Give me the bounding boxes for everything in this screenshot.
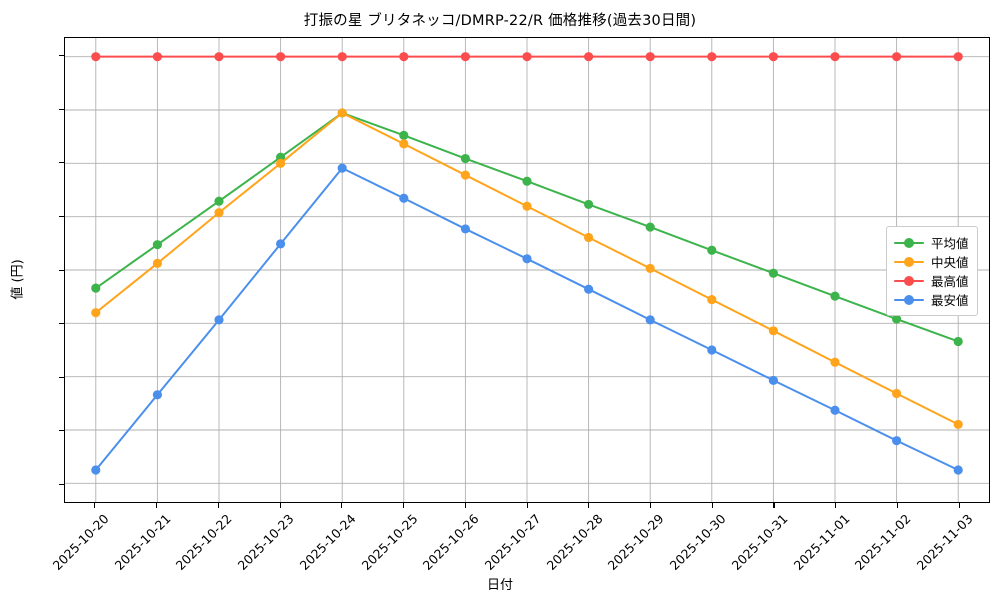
data-point-marker <box>584 52 594 62</box>
data-point-marker <box>460 153 470 164</box>
x-axis-tick-mark <box>649 503 652 508</box>
data-point-marker <box>953 336 963 347</box>
data-point-marker <box>337 163 347 173</box>
x-axis-tick-mark <box>156 503 158 508</box>
legend-swatch-icon <box>894 293 924 307</box>
x-axis-tick-mark <box>341 503 343 508</box>
data-point-marker <box>645 263 655 273</box>
data-point-marker <box>768 268 778 278</box>
data-point-marker <box>707 295 717 305</box>
x-axis-tick-mark <box>94 503 96 508</box>
data-point-marker <box>892 314 902 324</box>
data-point-marker <box>460 224 470 234</box>
x-axis-tick-mark <box>526 503 528 508</box>
data-point-marker <box>768 326 778 336</box>
data-point-marker <box>214 315 224 325</box>
legend-label: 平均値 <box>931 236 969 251</box>
data-point-marker <box>91 283 101 293</box>
data-point-marker <box>522 254 532 264</box>
x-axis-tick-mark <box>711 503 713 508</box>
data-point-marker <box>584 232 594 243</box>
data-point-marker <box>460 170 470 180</box>
data-point-marker <box>152 390 162 400</box>
data-point-marker <box>152 52 162 62</box>
x-axis-tick-mark <box>896 503 898 508</box>
data-point-marker <box>460 52 470 62</box>
data-point-marker <box>276 239 286 249</box>
data-series-layer <box>91 52 963 475</box>
data-point-marker <box>214 52 224 62</box>
data-point-marker <box>953 419 963 429</box>
legend-swatch-icon <box>894 236 924 250</box>
x-axis-tick-mark <box>835 503 837 508</box>
data-point-marker <box>584 284 594 294</box>
data-point-marker <box>892 52 902 62</box>
data-point-marker <box>645 222 655 232</box>
data-point-marker <box>953 465 963 475</box>
legend-item-平均値[interactable]: 平均値 <box>894 233 969 252</box>
legend-dot-icon <box>904 294 914 305</box>
data-point-marker <box>91 52 101 62</box>
data-point-marker <box>152 240 162 250</box>
data-point-marker <box>584 199 594 209</box>
x-axis-tick-mark <box>279 503 281 508</box>
x-axis-tick-mark <box>403 503 405 508</box>
data-point-marker <box>91 308 101 318</box>
legend-dot-icon <box>904 256 914 267</box>
data-point-marker <box>522 201 532 211</box>
chart-title: 打振の星 ブリタネッコ/DMRP-22/R 価格推移(過去30日間) <box>303 13 697 29</box>
legend-swatch-icon <box>894 274 924 288</box>
legend-swatch-icon <box>894 255 924 269</box>
data-point-marker <box>152 258 162 268</box>
data-point-marker <box>892 388 902 399</box>
legend-item-中央値[interactable]: 中央値 <box>894 252 969 271</box>
data-point-marker <box>830 405 840 415</box>
x-axis-tick-mark <box>464 503 466 508</box>
plot-area <box>64 37 990 503</box>
legend-dot-icon <box>904 275 914 286</box>
data-point-marker <box>707 345 717 355</box>
data-point-marker <box>768 375 778 385</box>
x-axis-tick-mark <box>217 503 219 508</box>
x-axis-tick-mark <box>588 503 590 508</box>
data-point-marker <box>399 139 409 149</box>
data-point-marker <box>399 193 409 203</box>
x-axis-title: 日付 <box>486 578 513 593</box>
legend-label: 中央値 <box>931 255 969 270</box>
y-axis-title: 値 (円) <box>10 259 26 300</box>
data-point-marker <box>707 52 717 62</box>
data-point-marker <box>522 176 532 186</box>
data-point-marker <box>645 315 655 325</box>
series-line-最安値 <box>94 167 960 471</box>
data-point-marker <box>276 158 286 168</box>
data-point-marker <box>830 52 840 62</box>
data-point-marker <box>214 196 224 206</box>
data-point-marker <box>214 208 224 218</box>
legend-label: 最高値 <box>931 274 969 289</box>
data-point-marker <box>830 291 840 301</box>
data-point-marker <box>645 52 655 62</box>
data-point-marker <box>953 52 963 62</box>
data-point-marker <box>337 108 347 118</box>
legend-label: 最安値 <box>931 293 969 308</box>
legend-item-最安値[interactable]: 最安値 <box>894 290 969 309</box>
data-point-marker <box>892 436 902 446</box>
data-point-marker <box>399 52 409 62</box>
data-point-marker <box>768 52 778 62</box>
data-point-marker <box>830 357 840 367</box>
data-point-marker <box>276 52 286 62</box>
series-line-中央値 <box>94 111 960 426</box>
chart-legend: 平均値中央値最高値最安値 <box>886 226 978 316</box>
data-point-marker <box>91 465 101 475</box>
data-point-marker <box>522 52 532 62</box>
data-point-marker <box>399 130 409 140</box>
x-axis-tick-mark <box>958 503 960 508</box>
data-point-marker <box>337 52 347 62</box>
legend-dot-icon <box>904 237 914 248</box>
series-line-平均値 <box>94 111 960 343</box>
data-point-marker <box>707 245 717 255</box>
x-axis-tick-mark <box>773 503 775 508</box>
legend-item-最高値[interactable]: 最高値 <box>894 271 969 290</box>
